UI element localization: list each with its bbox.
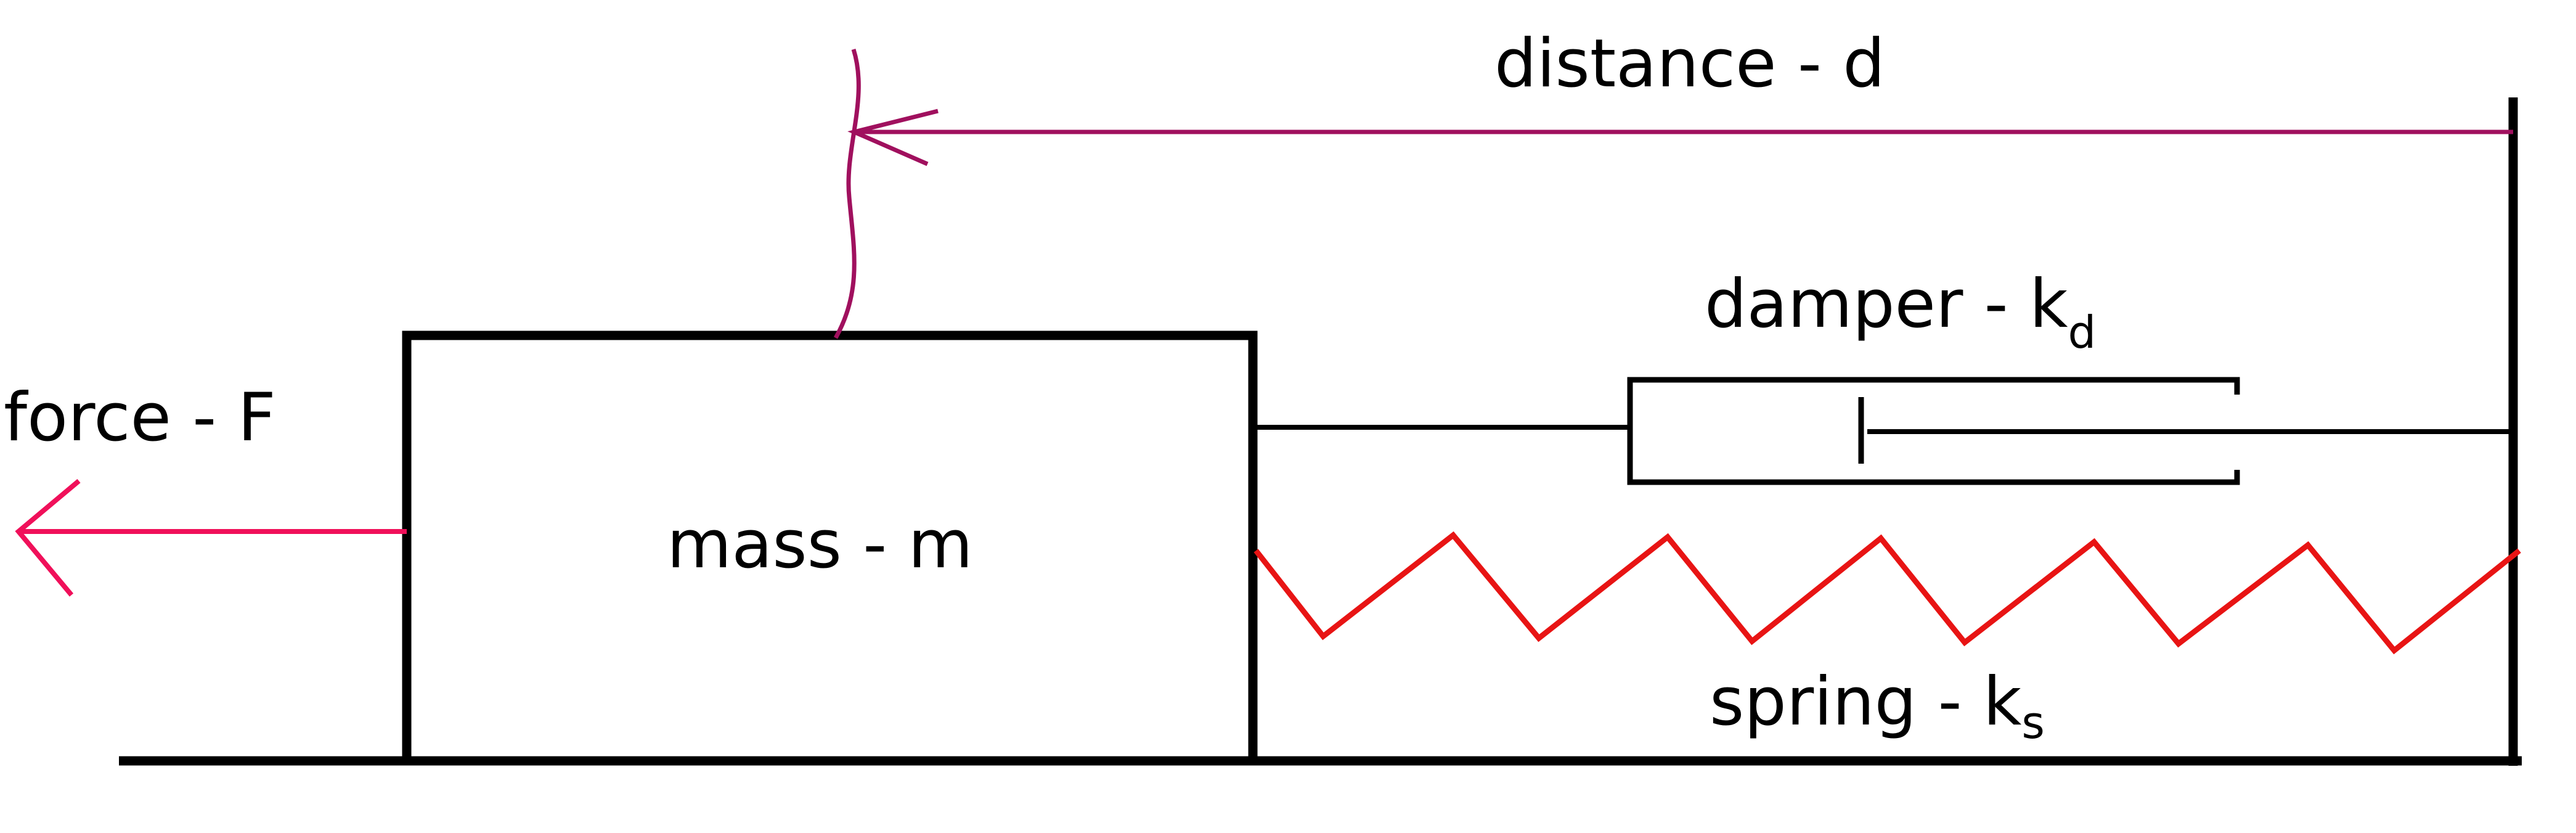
mass-reference-squiggle: [833, 48, 861, 339]
force-label: force - F: [4, 379, 276, 456]
damper-label: damper - kd: [1705, 266, 2096, 358]
distance-arrowhead: [847, 109, 939, 166]
damper-label-main: damper - k: [1705, 266, 2068, 343]
mass-label: mass - m: [667, 506, 973, 583]
spring-label-subscript: s: [2021, 697, 2045, 749]
damper-cylinder: [1627, 377, 2240, 485]
damper-label-subscript: d: [2068, 306, 2097, 358]
distance-label: distance - d: [1494, 25, 1885, 102]
spring: [1253, 531, 2521, 655]
force-arrowhead: [15, 478, 81, 597]
spring-label-main: spring - k: [1710, 663, 2022, 741]
mass-block: [402, 330, 1258, 766]
spring-label: spring - ks: [1710, 663, 2045, 749]
